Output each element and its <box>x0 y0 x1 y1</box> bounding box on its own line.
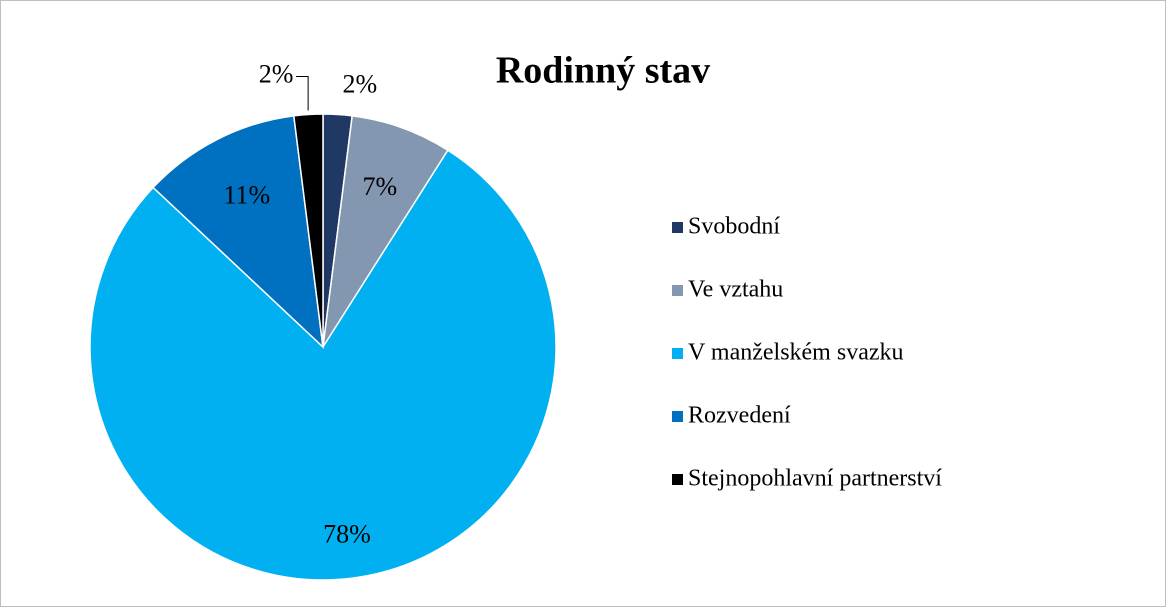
legend-label: Ve vztahu <box>688 277 783 303</box>
data-label: 7% <box>362 172 397 201</box>
data-label: 78% <box>323 520 371 549</box>
data-label: 11% <box>223 180 270 209</box>
pie-slice <box>292 113 324 348</box>
data-label: 2% <box>343 69 378 98</box>
legend-swatch <box>672 285 683 296</box>
legend-swatch <box>672 474 683 485</box>
legend-swatch <box>672 222 683 233</box>
legend-swatch <box>672 411 683 422</box>
chart-title: Rodinný stav <box>496 50 710 92</box>
legend-swatch <box>672 348 683 359</box>
data-label: 2% <box>259 59 294 88</box>
legend-label: V manželském svazku <box>688 340 904 366</box>
pie-slice <box>322 114 449 348</box>
leader-line <box>296 75 309 111</box>
pie-slice <box>89 149 557 581</box>
legend-label: Stejnopohlavní partnerství <box>688 466 942 492</box>
legend-label: Rozvedení <box>688 403 791 429</box>
legend-label: Svobodní <box>688 214 780 240</box>
pie-slice <box>152 114 325 349</box>
